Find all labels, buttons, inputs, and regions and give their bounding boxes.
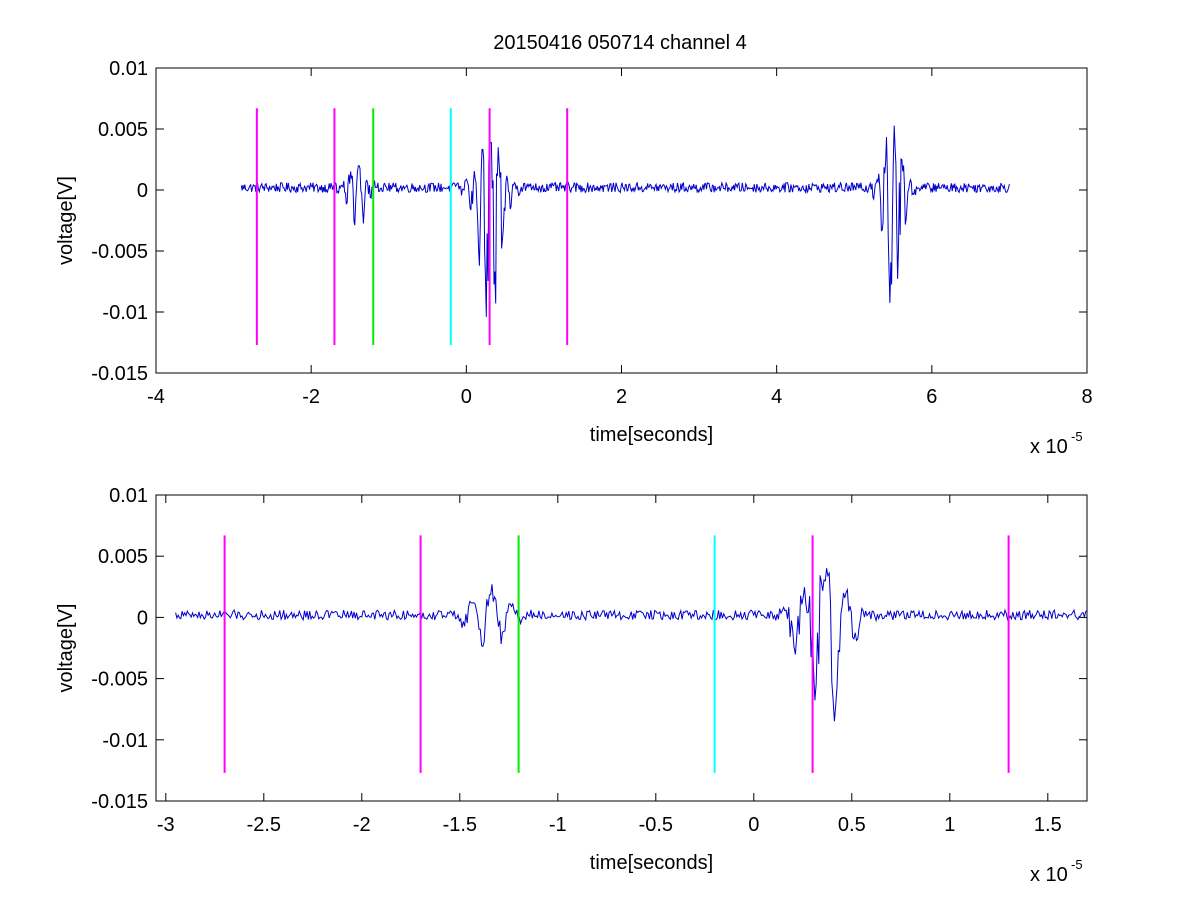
x-tick-label: 6	[926, 386, 937, 408]
x-tick-label: 1.5	[1034, 814, 1062, 836]
y-axis-label: voltage[V]	[55, 604, 77, 693]
x-tick-label: -1	[549, 814, 567, 836]
y-tick-label: 0.01	[109, 485, 148, 507]
bottom-plot: -3 -2.5 -2 -1.5 -1 -0.5 0 0.5 1 1.5 0.01 0.005 0 -0.0…	[55, 485, 1088, 886]
y-tick-label: -0.015	[91, 363, 148, 385]
y-tick-label: 0	[137, 180, 148, 202]
x-tick-label: -0.5	[639, 814, 673, 836]
y-tick-label: 0.01	[109, 58, 148, 80]
top-plot: -4 -2 0 2 4 6 8 0.01 0.005 0 -0.005 -0.01 -0.015 time…	[55, 58, 1093, 458]
y-tick-label: 0	[137, 607, 148, 629]
signal-series-line	[240, 125, 1010, 317]
y-axis-label: voltage[V]	[55, 176, 77, 265]
signal-series-line	[175, 568, 1088, 722]
x-axis-label: time[seconds]	[590, 424, 713, 446]
x-tick-label: -4	[147, 386, 165, 408]
y-tick-label: 0.005	[98, 546, 148, 568]
x-tick-label: 0.5	[838, 814, 866, 836]
y-tick-label: -0.01	[102, 302, 148, 324]
figure-title: 20150416 050714 channel 4	[493, 32, 747, 54]
y-tick-label: -0.015	[91, 791, 148, 813]
x-tick-label: 0	[461, 386, 472, 408]
y-tick-label: 0.005	[98, 119, 148, 141]
x-tick-label: 1	[944, 814, 955, 836]
x-exponent-power: -5	[1071, 857, 1083, 872]
x-tick-label: -2	[353, 814, 371, 836]
x-tick-label: 2	[616, 386, 627, 408]
x-tick-label: 8	[1081, 386, 1092, 408]
axes-box	[155, 494, 1088, 802]
x-tick-label: 0	[748, 814, 759, 836]
x-exponent-label: x 10	[1030, 864, 1068, 886]
x-tick-label: -2	[302, 386, 320, 408]
y-tick-label: -0.005	[91, 241, 148, 263]
x-tick-label: -3	[157, 814, 175, 836]
x-axis-label: time[seconds]	[590, 852, 713, 874]
x-exponent-label: x 10	[1030, 436, 1068, 458]
x-tick-label: -2.5	[247, 814, 281, 836]
x-tick-label: 4	[771, 386, 782, 408]
x-tick-label: -1.5	[443, 814, 477, 836]
y-tick-label: -0.01	[102, 730, 148, 752]
x-exponent-power: -5	[1071, 429, 1083, 444]
y-tick-label: -0.005	[91, 669, 148, 691]
